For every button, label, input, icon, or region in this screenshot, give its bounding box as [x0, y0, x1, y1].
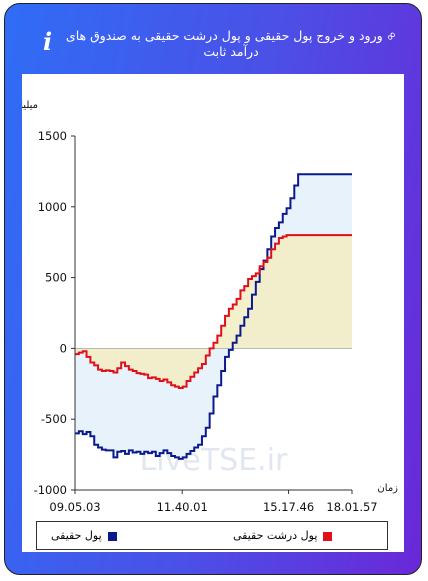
series-line-1: [75, 234, 352, 390]
y-tick-label: 500: [45, 271, 67, 285]
chart-header: i ∞ورود و خروج پول حقیقی و پول درشت حقیق…: [5, 4, 423, 74]
chart-panel: LiveTSE.ir-1000-500050010001500میلیارد ت…: [0, 74, 404, 552]
legend-item-real[interactable]: پول حقیقی: [51, 528, 117, 544]
legend-swatch-real: [107, 531, 117, 541]
y-tick-label: 1000: [38, 200, 67, 214]
legend-item-coarse[interactable]: پول درشت حقیقی: [233, 528, 333, 544]
legend: پول حقیقی پول درشت حقیقی: [36, 521, 388, 550]
y-tick-label: -1000: [34, 483, 67, 497]
x-axis-label: زمان: [377, 483, 398, 494]
chart-title: ∞ورود و خروج پول حقیقی و پول درشت حقیقی …: [61, 26, 401, 60]
x-tick-label: 09.05.03: [49, 500, 100, 514]
chart-title-text: ورود و خروج پول حقیقی و پول درشت حقیقی ب…: [65, 28, 383, 59]
x-tick-label: 11.40.01: [157, 500, 208, 514]
series-area-1: [75, 235, 352, 389]
y-tick-label: 1500: [38, 129, 67, 143]
legend-label-real: پول حقیقی: [51, 529, 102, 542]
info-icon[interactable]: i: [43, 27, 53, 56]
legend-swatch-coarse: [323, 531, 333, 541]
x-tick-label: 18.01.57: [326, 500, 377, 514]
link-icon: ∞: [381, 26, 400, 45]
y-tick-label: -500: [41, 412, 67, 426]
y-axis-label: میلیارد تومان: [22, 100, 38, 111]
y-tick-label: 0: [60, 341, 67, 355]
series-line-0: [75, 173, 352, 460]
x-tick-label: 15.17.46: [263, 500, 314, 514]
legend-label-coarse: پول درشت حقیقی: [233, 529, 318, 542]
chart-plot: LiveTSE.ir-1000-500050010001500میلیارد ت…: [0, 100, 398, 514]
